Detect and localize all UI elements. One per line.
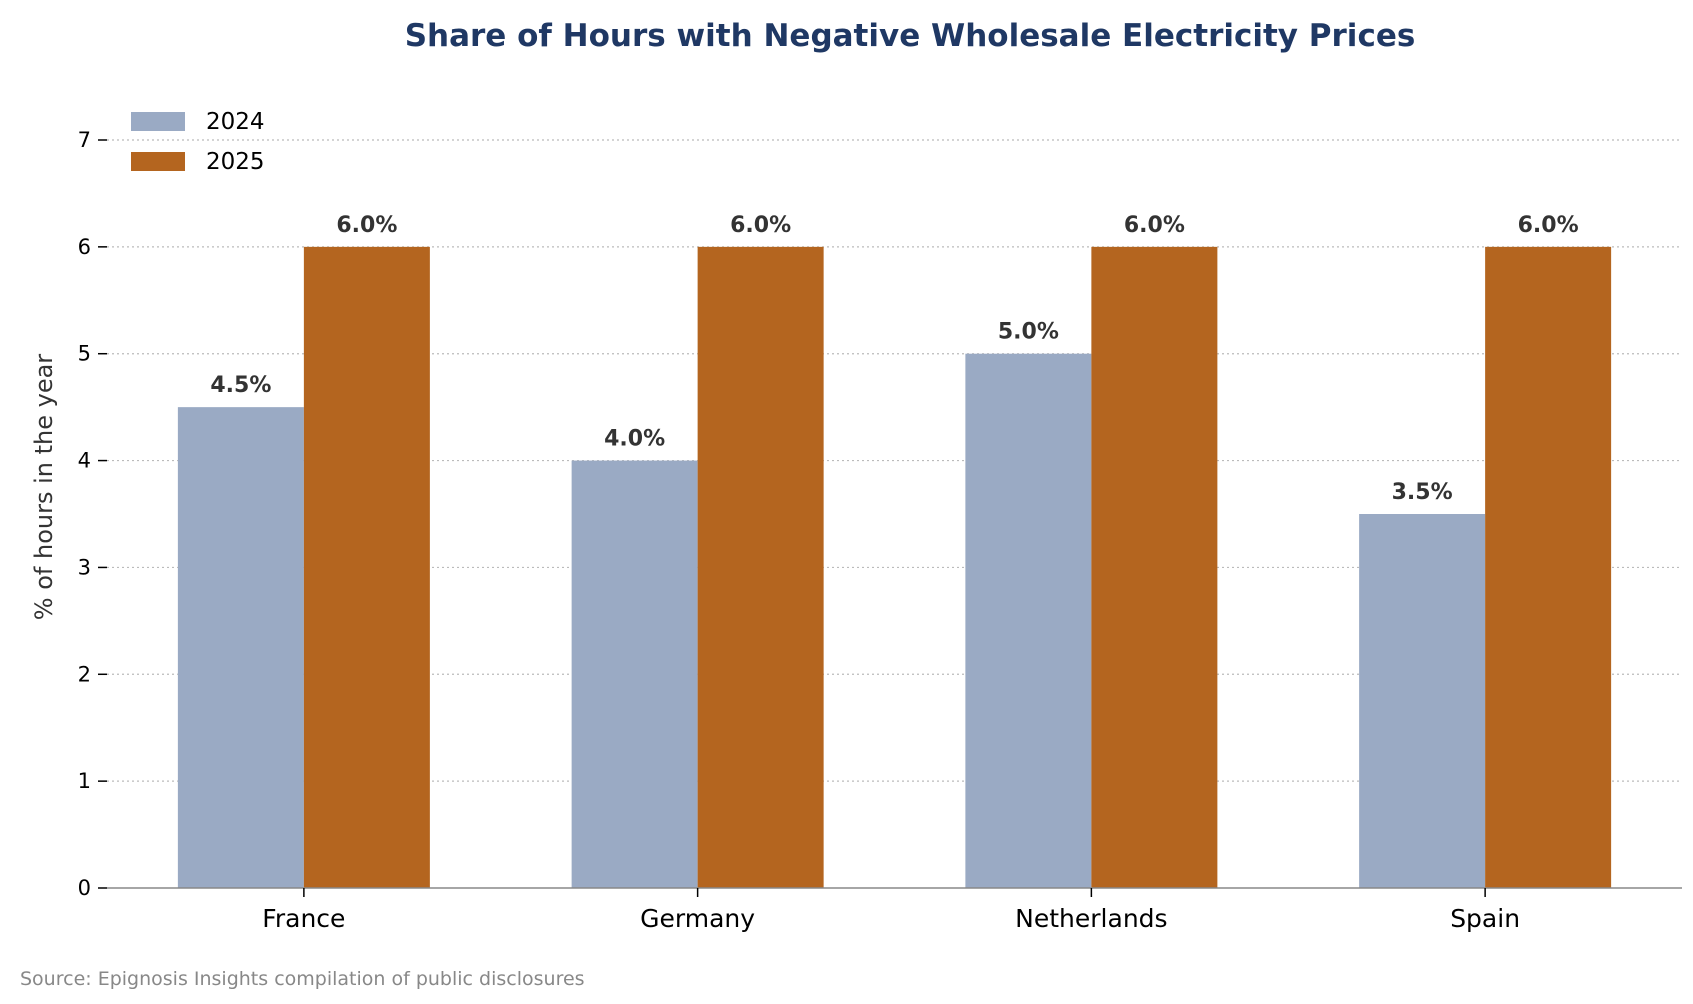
bar-2025-germany <box>697 246 824 888</box>
x-tick-label: Germany <box>640 904 755 933</box>
data-label: 6.0% <box>336 213 397 238</box>
y-tick-label: 2 <box>78 662 91 686</box>
legend-swatch-2025 <box>131 152 185 171</box>
y-tick-label: 4 <box>78 449 91 473</box>
legend-label-2024: 2024 <box>206 109 265 135</box>
y-axis-label: % of hours in the year <box>30 354 58 621</box>
legend-swatch-2024 <box>131 112 185 131</box>
data-label: 6.0% <box>730 213 791 238</box>
legend: 2024 2025 <box>131 109 265 175</box>
bar-2025-france <box>303 246 430 888</box>
bar-2025-netherlands <box>1091 246 1218 888</box>
bar-2025-spain <box>1485 246 1612 888</box>
data-labels: 4.5% 6.0% 4.0% 6.0% 5.0% 6.0% 3.5% 6.0% <box>210 213 1578 505</box>
data-label: 6.0% <box>1518 213 1579 238</box>
y-tick-label: 7 <box>78 128 91 152</box>
source-note: Source: Epignosis Insights compilation o… <box>20 968 585 990</box>
data-label: 3.5% <box>1392 480 1453 505</box>
x-tick-label: France <box>262 904 345 933</box>
y-tick-label: 5 <box>78 342 91 366</box>
data-label: 4.5% <box>210 373 271 398</box>
bars <box>177 246 1612 888</box>
y-tick-label: 0 <box>78 876 91 900</box>
y-tick-label: 6 <box>78 235 91 259</box>
data-label: 4.0% <box>604 427 665 452</box>
data-label: 6.0% <box>1124 213 1185 238</box>
bar-2024-france <box>177 407 304 888</box>
bar-2024-netherlands <box>965 353 1092 888</box>
data-label: 5.0% <box>998 320 1059 345</box>
y-tick-label: 3 <box>78 555 91 579</box>
x-tick-label: Netherlands <box>1015 904 1167 933</box>
y-tick-label: 1 <box>78 769 91 793</box>
x-tick-label: Spain <box>1450 904 1520 933</box>
legend-label-2025: 2025 <box>206 149 265 175</box>
bar-2024-spain <box>1359 514 1486 888</box>
chart-title: Share of Hours with Negative Wholesale E… <box>405 18 1416 54</box>
axes: 0 1 2 3 4 5 6 7 France Germany Netherlands Spain <box>78 128 1682 933</box>
bar-2024-germany <box>571 460 698 888</box>
